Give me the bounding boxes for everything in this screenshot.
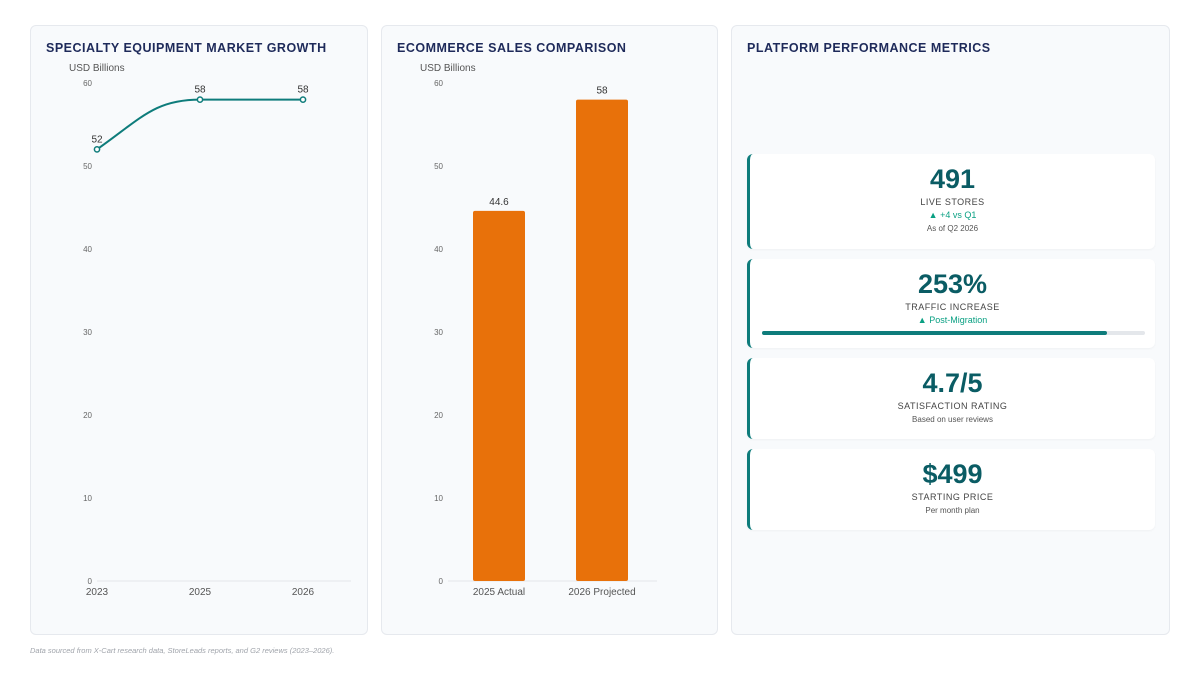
metric-label: LIVE STORES <box>920 197 985 207</box>
ecommerce-sales-ylabel: USD Billions <box>420 63 476 74</box>
y-tick-label: 10 <box>83 494 92 503</box>
metric-note: Based on user reviews <box>912 415 993 424</box>
y-tick-label: 20 <box>434 411 443 420</box>
series-line <box>96 98 303 151</box>
y-tick-label: 60 <box>434 79 443 88</box>
metric-label: STARTING PRICE <box>911 492 994 502</box>
x-tick-label: 2023 <box>86 587 109 598</box>
y-tick-label: 30 <box>434 328 443 337</box>
y-tick-label: 50 <box>434 162 443 171</box>
y-tick-label: 40 <box>83 245 92 254</box>
y-tick-label: 10 <box>434 494 443 503</box>
x-tick-label: 2026 <box>292 587 315 598</box>
metric-value: 4.7/5 <box>922 368 983 398</box>
footer-source-note: Data sourced from X-Cart research data, … <box>30 646 335 655</box>
ecommerce-sales-panel: ECOMMERCE SALES COMPARISON USD Billions … <box>381 25 718 635</box>
bar <box>576 99 628 581</box>
y-tick-label: 60 <box>83 79 92 88</box>
data-label: 58 <box>194 85 206 96</box>
y-tick-label: 0 <box>439 577 444 586</box>
metric-value: 491 <box>929 164 976 194</box>
market-growth-chart: 0 10 20 30 40 50 60 52 2023 58 2025 58 2026 <box>83 79 351 598</box>
metric-card-live-stores: 491 LIVE STORES ▲ +4 vs Q1 As of Q2 2026 <box>747 154 1155 249</box>
data-point <box>93 146 101 153</box>
data-label: 52 <box>91 134 103 145</box>
traffic-progress-bar <box>762 331 1145 335</box>
data-label: 58 <box>297 85 309 96</box>
metric-delta: ▲ Post-Migration <box>917 315 988 325</box>
platform-metrics-title: PLATFORM PERFORMANCE METRICS <box>747 41 991 55</box>
data-point <box>196 96 204 103</box>
metric-card-traffic-increase: 253% TRAFFIC INCREASE ▲ Post-Migration <box>747 259 1155 348</box>
metric-label: SATISFACTION RATING <box>897 401 1008 411</box>
metric-note: Per month plan <box>925 506 980 515</box>
data-label: 44.6 <box>489 197 509 208</box>
y-tick-label: 40 <box>434 245 443 254</box>
ecommerce-sales-chart: 0 10 20 30 40 50 60 44.6 2025 Actual 58 2026 Proje… <box>434 79 657 598</box>
x-tick-label: 2025 <box>189 587 212 598</box>
traffic-progress-fill <box>762 331 1107 335</box>
metric-value: 253% <box>917 269 988 299</box>
metric-card-satisfaction: 4.7/5 SATISFACTION RATING Based on user … <box>747 358 1155 439</box>
platform-metrics-panel: PLATFORM PERFORMANCE METRICS 491 LIVE ST… <box>731 25 1170 635</box>
market-growth-ylabel: USD Billions <box>69 63 125 74</box>
ecommerce-sales-title: ECOMMERCE SALES COMPARISON <box>397 41 627 55</box>
metric-note: As of Q2 2026 <box>926 224 979 233</box>
y-tick-label: 20 <box>83 411 92 420</box>
y-tick-label: 0 <box>88 577 93 586</box>
market-growth-panel: SPECIALTY EQUIPMENT MARKET GROWTH USD Bi… <box>30 25 368 635</box>
x-tick-label: 2025 Actual <box>473 587 525 598</box>
y-tick-label: 50 <box>83 162 92 171</box>
market-growth-title: SPECIALTY EQUIPMENT MARKET GROWTH <box>46 41 327 55</box>
y-tick-label: 30 <box>83 328 92 337</box>
metric-label: TRAFFIC INCREASE <box>905 302 1000 312</box>
x-tick-label: 2026 Projected <box>568 587 635 598</box>
bar <box>473 210 525 581</box>
metric-card-starting-price: $499 STARTING PRICE Per month plan <box>747 449 1155 530</box>
metric-delta: ▲ +4 vs Q1 <box>928 210 977 220</box>
data-label: 58 <box>596 86 608 97</box>
metric-value: $499 <box>922 459 983 489</box>
data-point <box>299 96 307 103</box>
